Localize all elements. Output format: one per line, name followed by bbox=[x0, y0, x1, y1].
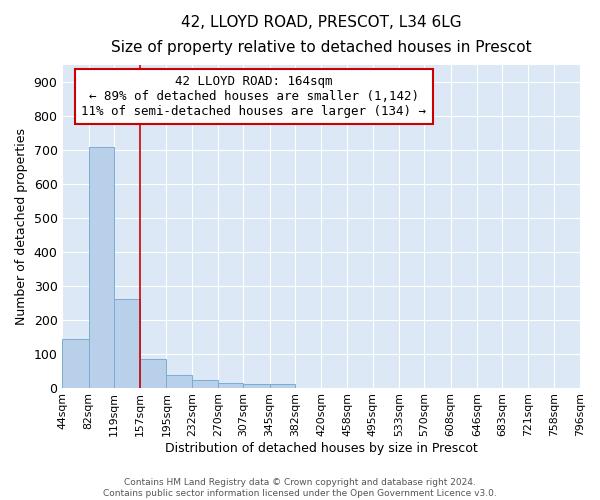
Bar bbox=[218, 383, 244, 388]
Bar bbox=[89, 146, 114, 388]
Bar bbox=[166, 375, 192, 388]
Text: Contains HM Land Registry data © Crown copyright and database right 2024.
Contai: Contains HM Land Registry data © Crown c… bbox=[103, 478, 497, 498]
Y-axis label: Number of detached properties: Number of detached properties bbox=[15, 128, 28, 325]
Bar bbox=[244, 384, 269, 388]
Text: 42 LLOYD ROAD: 164sqm
← 89% of detached houses are smaller (1,142)
11% of semi-d: 42 LLOYD ROAD: 164sqm ← 89% of detached … bbox=[82, 75, 427, 118]
X-axis label: Distribution of detached houses by size in Prescot: Distribution of detached houses by size … bbox=[165, 442, 478, 455]
Bar bbox=[114, 299, 140, 388]
Title: 42, LLOYD ROAD, PRESCOT, L34 6LG
Size of property relative to detached houses in: 42, LLOYD ROAD, PRESCOT, L34 6LG Size of… bbox=[111, 15, 532, 54]
Bar bbox=[269, 384, 295, 388]
Bar bbox=[192, 380, 218, 388]
Bar bbox=[62, 339, 89, 388]
Bar bbox=[140, 360, 166, 388]
